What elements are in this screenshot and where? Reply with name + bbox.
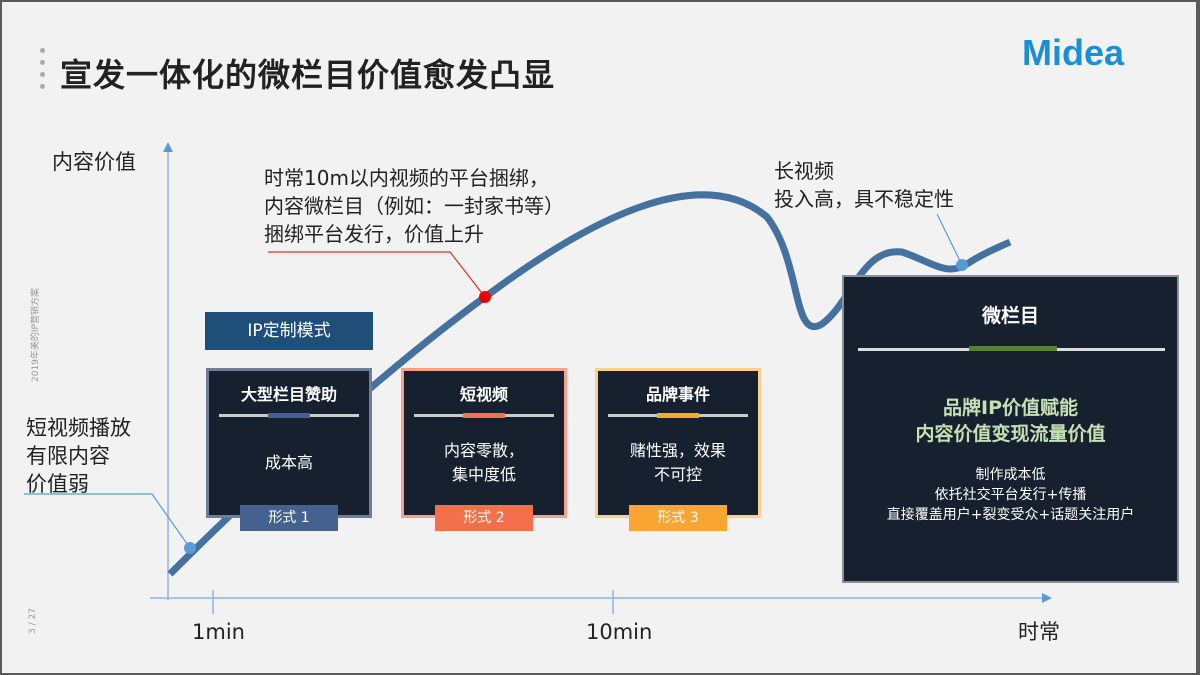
card-body: 内容零散， [443, 441, 524, 460]
callout-line: 短视频播放 [26, 416, 131, 440]
highlight-line: 品牌IP价值赋能 [943, 397, 1078, 419]
callout-line-right [936, 213, 963, 266]
body-line: 直接覆盖用户+裂变受众+话题关注用户 [886, 507, 1135, 523]
y-axis-arrow [163, 142, 173, 152]
card-body: 不可控 [653, 465, 702, 484]
callout-line-left [24, 493, 191, 549]
accent-bar [268, 413, 310, 418]
decor-dot [40, 84, 45, 89]
callout-right: 长视频 投入高，具不稳定性 [774, 157, 954, 213]
accent-bar [969, 346, 1057, 351]
callout-line: 长视频 [774, 159, 834, 183]
x-axis-arrow [1042, 593, 1052, 603]
panel-body: 制作成本低 依托社交平台发行+传播 直接覆盖用户+裂变受众+话题关注用户 [850, 465, 1171, 525]
body-line: 制作成本低 [975, 467, 1046, 483]
point-short-video [184, 542, 196, 554]
callout-middle: 时常10m以内视频的平台捆绑， 内容微栏目（例如：一封家书等） 捆绑平台发行，价… [264, 164, 564, 248]
midea-logo: Midea [1022, 32, 1125, 73]
panel-highlight: 品牌IP价值赋能 内容价值变现流量价值 [844, 395, 1177, 447]
card-tag: 形式 3 [629, 505, 727, 531]
callout-line: 内容微栏目（例如：一封家书等） [264, 194, 564, 218]
callout-line: 捆绑平台发行，价值上升 [264, 222, 484, 246]
callout-line: 有限内容 [26, 444, 110, 468]
panel-title: 微栏目 [981, 305, 1039, 327]
value-curve [167, 191, 1012, 577]
point-long-video [956, 259, 968, 271]
y-axis-label: 内容价值 [52, 150, 136, 174]
x-tick-label: 1min [192, 620, 245, 644]
accent-bar [657, 413, 699, 418]
callout-line: 投入高，具不稳定性 [774, 187, 954, 211]
callout-line-middle [268, 251, 486, 298]
card-title: 品牌事件 [645, 385, 710, 404]
card-body: 成本高 [264, 453, 313, 472]
page-title: 宣发一体化的微栏目价值愈发凸显 [60, 56, 556, 94]
card-brand-event: 品牌事件 赌性强，效果 不可控 形式 3 [595, 368, 761, 531]
callout-line: 时常10m以内视频的平台捆绑， [264, 166, 549, 190]
ip-mode-label: IP定制模式 [205, 312, 373, 350]
body-line: 依托社交平台发行+传播 [934, 487, 1087, 503]
card-title: 大型栏目赞助 [240, 385, 337, 404]
card-short-video: 短视频 内容零散， 集中度低 形式 2 [401, 368, 567, 531]
highlight-line: 内容价值变现流量价值 [915, 423, 1106, 445]
card-title: 短视频 [459, 385, 508, 404]
callout-left: 短视频播放 有限内容 价值弱 [26, 414, 131, 498]
accent-bar [463, 413, 505, 418]
decor-dot [40, 48, 45, 53]
card-body: 集中度低 [451, 465, 516, 484]
x-tick-label: 10min [586, 620, 653, 644]
x-axis-label: 时常 [1018, 620, 1060, 644]
decor-dot [40, 72, 45, 77]
decor-dot [40, 60, 45, 65]
callout-line: 价值弱 [26, 472, 89, 496]
card-body: 赌性强，效果 [629, 441, 726, 460]
micro-column-panel: 微栏目 品牌IP价值赋能 内容价值变现流量价值 制作成本低 依托社交平台发行+传… [842, 275, 1179, 583]
card-large-sponsorship: 大型栏目赞助 成本高 形式 1 [206, 368, 372, 531]
card-tag: 形式 1 [240, 505, 338, 531]
card-tag: 形式 2 [435, 505, 533, 531]
point-micro [479, 291, 491, 303]
